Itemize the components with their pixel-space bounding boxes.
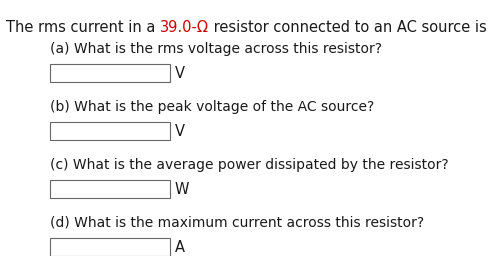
Text: V: V	[175, 66, 185, 80]
Text: 39.0-Ω: 39.0-Ω	[160, 20, 209, 35]
Bar	[50, 64, 170, 82]
Text: W: W	[175, 182, 189, 197]
Bar	[50, 180, 170, 198]
Text: (c) What is the average power dissipated by the resistor?: (c) What is the average power dissipated…	[50, 158, 448, 172]
Text: (d) What is the maximum current across this resistor?: (d) What is the maximum current across t…	[50, 216, 424, 230]
Text: (b) What is the peak voltage of the AC source?: (b) What is the peak voltage of the AC s…	[50, 100, 374, 114]
Text: resistor connected to an AC source is: resistor connected to an AC source is	[209, 20, 488, 35]
Bar	[50, 122, 170, 140]
Text: The rms current in a: The rms current in a	[6, 20, 160, 35]
Bar	[50, 238, 170, 256]
Text: V: V	[175, 123, 185, 138]
Text: A: A	[175, 240, 185, 254]
Text: (a) What is the rms voltage across this resistor?: (a) What is the rms voltage across this …	[50, 42, 382, 56]
